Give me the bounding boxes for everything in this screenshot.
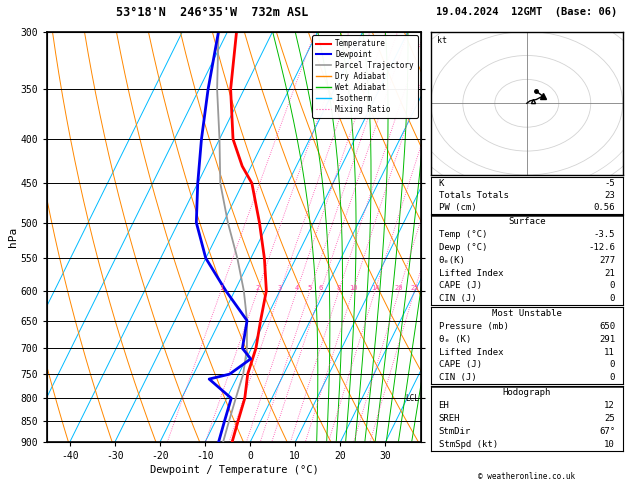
Text: 8: 8 — [337, 285, 341, 291]
Text: © weatheronline.co.uk: © weatheronline.co.uk — [478, 472, 576, 481]
Text: kt: kt — [437, 36, 447, 45]
Text: CAPE (J): CAPE (J) — [438, 361, 482, 369]
Text: CIN (J): CIN (J) — [438, 373, 476, 382]
Text: 2: 2 — [255, 285, 260, 291]
Text: 6: 6 — [319, 285, 323, 291]
X-axis label: Dewpoint / Temperature (°C): Dewpoint / Temperature (°C) — [150, 466, 319, 475]
Text: θₑ(K): θₑ(K) — [438, 256, 465, 265]
Y-axis label: km
ASL: km ASL — [439, 228, 460, 246]
Text: 11: 11 — [604, 347, 615, 357]
Text: SREH: SREH — [438, 414, 460, 423]
Text: 0: 0 — [610, 281, 615, 291]
Text: 10: 10 — [349, 285, 357, 291]
Text: Temp (°C): Temp (°C) — [438, 230, 487, 239]
Text: -3.5: -3.5 — [594, 230, 615, 239]
Text: Lifted Index: Lifted Index — [438, 269, 503, 278]
Text: 53°18'N  246°35'W  732m ASL: 53°18'N 246°35'W 732m ASL — [116, 6, 308, 18]
Text: Dewp (°C): Dewp (°C) — [438, 243, 487, 252]
Text: 1: 1 — [219, 285, 223, 291]
Text: 0: 0 — [610, 295, 615, 303]
Text: 5: 5 — [308, 285, 312, 291]
Text: -12.6: -12.6 — [588, 243, 615, 252]
Text: 21: 21 — [604, 269, 615, 278]
Text: 0: 0 — [610, 361, 615, 369]
Text: 291: 291 — [599, 334, 615, 344]
Text: 25: 25 — [604, 414, 615, 423]
Text: 14: 14 — [370, 285, 379, 291]
Text: 10: 10 — [604, 440, 615, 450]
Text: 3: 3 — [278, 285, 282, 291]
Text: Hodograph: Hodograph — [503, 388, 551, 397]
Text: 12: 12 — [604, 401, 615, 410]
Text: EH: EH — [438, 401, 449, 410]
Text: -5: -5 — [604, 179, 615, 188]
Text: Surface: Surface — [508, 217, 545, 226]
Text: LCL: LCL — [405, 394, 419, 403]
Text: 650: 650 — [599, 322, 615, 330]
Text: 23: 23 — [604, 191, 615, 200]
Text: Lifted Index: Lifted Index — [438, 347, 503, 357]
Text: 277: 277 — [599, 256, 615, 265]
Text: Pressure (mb): Pressure (mb) — [438, 322, 508, 330]
Text: PW (cm): PW (cm) — [438, 203, 476, 212]
Y-axis label: hPa: hPa — [8, 227, 18, 247]
Text: CAPE (J): CAPE (J) — [438, 281, 482, 291]
Text: 19.04.2024  12GMT  (Base: 06): 19.04.2024 12GMT (Base: 06) — [436, 7, 618, 17]
Text: K: K — [438, 179, 444, 188]
Text: StmDir: StmDir — [438, 427, 470, 436]
Text: 20: 20 — [395, 285, 403, 291]
Text: 0: 0 — [610, 373, 615, 382]
Text: CIN (J): CIN (J) — [438, 295, 476, 303]
Text: 0.56: 0.56 — [594, 203, 615, 212]
Text: 67°: 67° — [599, 427, 615, 436]
Text: Most Unstable: Most Unstable — [492, 309, 562, 318]
Text: StmSpd (kt): StmSpd (kt) — [438, 440, 498, 450]
Text: θₑ (K): θₑ (K) — [438, 334, 470, 344]
Text: Totals Totals: Totals Totals — [438, 191, 508, 200]
Legend: Temperature, Dewpoint, Parcel Trajectory, Dry Adiabat, Wet Adiabat, Isotherm, Mi: Temperature, Dewpoint, Parcel Trajectory… — [312, 35, 418, 118]
Text: 25: 25 — [410, 285, 419, 291]
Text: 4: 4 — [294, 285, 299, 291]
